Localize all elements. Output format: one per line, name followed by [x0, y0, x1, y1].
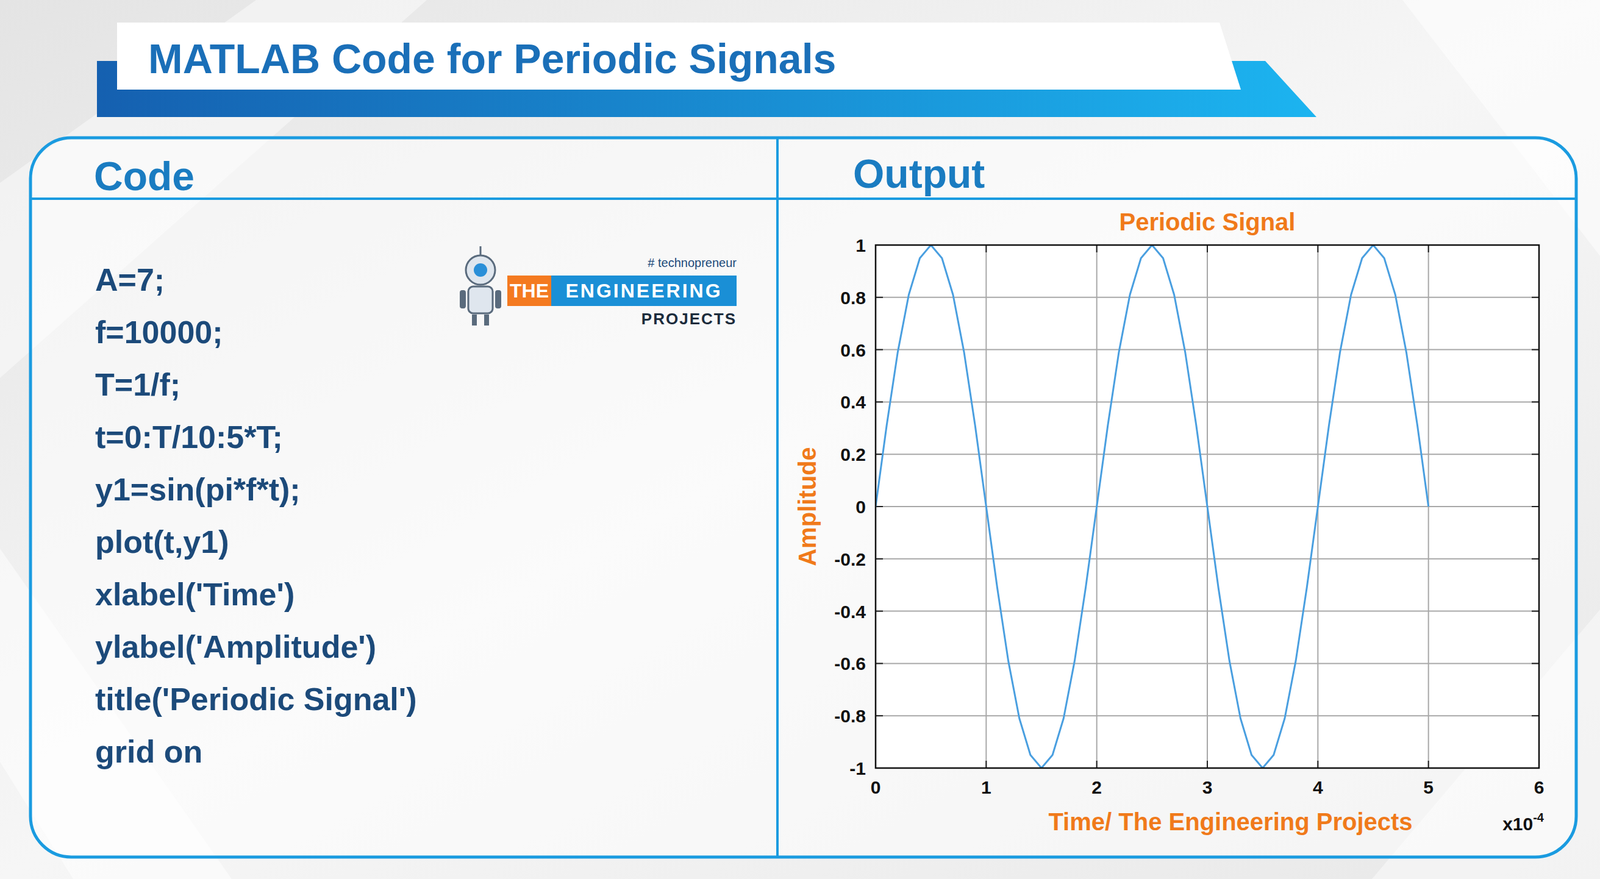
robot-eye: [473, 263, 488, 277]
tick-label-x: 5: [1423, 777, 1434, 798]
tick-x: [1428, 760, 1430, 769]
tick-x: [985, 760, 987, 769]
chart-title: Periodic Signal: [1119, 208, 1296, 236]
code-line: A=7;: [95, 262, 165, 298]
tick-label-x: 6: [1534, 777, 1545, 798]
grid-line-y: [875, 558, 1540, 560]
code-line: y1=sin(pi*f*t);: [95, 471, 301, 508]
tick-y: [1531, 349, 1540, 351]
output-heading: Output: [853, 151, 985, 197]
tick-label-y: -0.8: [834, 706, 866, 727]
code-line: t=0:T/10:5*T;: [95, 419, 283, 455]
tick-label-y: -0.6: [834, 653, 866, 674]
header-band: [117, 22, 1241, 90]
robot-head: [465, 255, 496, 285]
tick-label-x: 3: [1202, 777, 1213, 798]
tick-y: [875, 715, 883, 717]
chart: 0 1 2 3 4 5 6 -1 -0.8 -0.6 -0.4 -0.2 0 0.2 0.4 0.6 0.8 1 P…: [793, 208, 1545, 836]
robot-arm: [459, 290, 466, 309]
code-heading: Code: [93, 153, 195, 199]
tick-y: [1531, 401, 1540, 403]
tick-label-y: 1: [855, 235, 866, 256]
tick-x: [1206, 760, 1208, 769]
tick-x: [1428, 245, 1430, 253]
code-line: ylabel('Amplitude'): [95, 629, 377, 665]
tick-y: [1531, 506, 1540, 508]
tick-label-y: 0.4: [840, 392, 866, 413]
tick-x: [1096, 760, 1098, 769]
grid-line-y: [875, 662, 1540, 665]
tick-y: [875, 558, 883, 560]
logo: # technopreneur THE ENGINEERING PROJECTS: [459, 246, 737, 329]
tick-x: [985, 245, 987, 253]
page: MATLAB Code for Periodic Signals Code Outp…: [0, 0, 1600, 879]
multiplier-exponent: -4: [1532, 810, 1545, 825]
tick-y: [875, 506, 883, 508]
logo-brand: THE: [509, 279, 549, 302]
tick-y: [875, 296, 883, 299]
data-line: [875, 245, 1429, 769]
tick-y: [1531, 296, 1540, 299]
tick-x: [1317, 245, 1319, 253]
tick-y: [875, 401, 883, 403]
code-line: xlabel('Time'): [95, 576, 295, 613]
logo-box-blue: [551, 275, 737, 307]
grid-line-y: [875, 715, 1540, 717]
tick-label-x: 2: [1091, 777, 1102, 798]
tick-label-y: -1: [849, 758, 866, 779]
tick-label-x: 1: [981, 777, 992, 798]
tick-y: [1531, 558, 1540, 560]
code-line: plot(t,y1): [95, 524, 230, 560]
tick-label-x: 0: [870, 777, 882, 798]
header-title: MATLAB Code for Periodic Signals: [148, 35, 836, 82]
tick-label-y: 0.6: [840, 340, 866, 361]
plot-frame: [875, 245, 1540, 769]
robot-leg: [471, 314, 477, 326]
main-box: [30, 137, 1577, 858]
tick-y: [1531, 453, 1540, 455]
grid-line-y: [875, 453, 1540, 455]
tick-y: [1531, 662, 1540, 665]
logo-brand: ENGINEERING: [565, 279, 722, 302]
tick-label-y: 0.8: [840, 287, 866, 308]
robot-leg: [484, 314, 490, 326]
code-line: grid on: [95, 734, 203, 770]
code-line: T=1/f;: [95, 367, 181, 403]
code-line: title('Periodic Signal'): [95, 681, 417, 718]
data-group: [875, 245, 1429, 769]
code-line: f=10000;: [95, 314, 224, 350]
robot-arm: [495, 290, 502, 309]
axis-multiplier: x10-4: [1502, 810, 1545, 835]
logo-brand: PROJECTS: [641, 309, 737, 329]
tick-y: [875, 610, 883, 613]
logo-tagline: # technopreneur: [647, 256, 737, 270]
tick-label-y: 0.2: [840, 444, 866, 465]
logo-box-orange: [507, 275, 552, 307]
tick-x: [1206, 245, 1208, 253]
column-divider: [776, 139, 779, 857]
tick-x: [1317, 760, 1319, 769]
grid-line-y: [875, 349, 1540, 351]
tick-label-y: -0.4: [834, 601, 866, 622]
tick-y: [875, 662, 883, 665]
background: [0, 0, 1600, 879]
tick-y: [1531, 715, 1540, 717]
plot-area: [875, 245, 1540, 769]
tick-y: [875, 349, 883, 351]
grid-line-y: [875, 296, 1540, 299]
tick-label-x: 4: [1312, 777, 1324, 798]
header-divider: [31, 197, 1575, 200]
tick-label-y: 0: [855, 496, 866, 518]
tick-label-y: -0.2: [834, 549, 866, 570]
tick-x: [1096, 245, 1098, 253]
grid-line-y: [875, 401, 1540, 403]
x-axis-label: Time/ The Engineering Projects: [1048, 808, 1413, 836]
grid-line-y: [875, 610, 1540, 613]
robot-body: [468, 286, 493, 314]
tick-y: [1531, 610, 1540, 613]
y-axis-label: Amplitude: [793, 446, 821, 567]
multiplier-base: x10: [1502, 814, 1533, 835]
robot-antenna: [479, 246, 482, 256]
